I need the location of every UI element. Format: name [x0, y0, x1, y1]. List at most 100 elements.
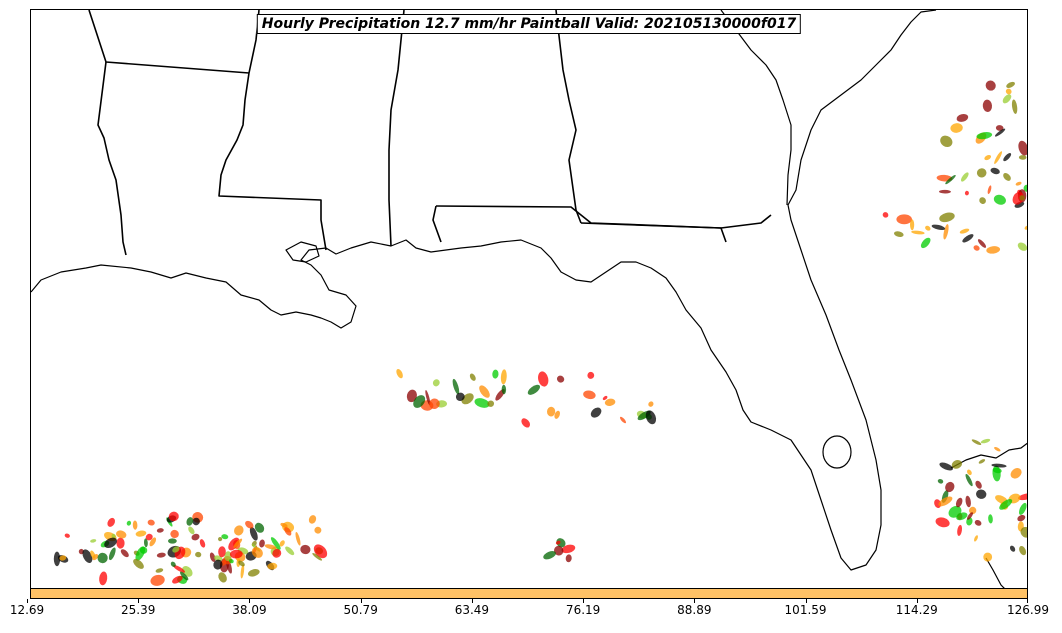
paintball-blob [429, 398, 440, 410]
paintball-blob [1012, 191, 1024, 205]
paintball-blob [939, 212, 955, 223]
paintball-blob [267, 562, 278, 570]
paintball-blob [249, 526, 258, 541]
paintball-blob [555, 540, 561, 545]
paintball-blob [999, 499, 1013, 510]
colorbar-tick-label: 63.49 [454, 603, 490, 617]
paintball-blob [172, 575, 183, 584]
paintball-blob [111, 533, 116, 539]
paintball-blob [973, 245, 980, 251]
paintball-blob [602, 395, 608, 401]
paintball-blob [939, 189, 951, 194]
paintball-blob [943, 224, 949, 240]
colorbar-tick-label: 76.19 [565, 603, 601, 617]
paintball-blob [432, 379, 440, 387]
state-border-ar-la [88, 10, 250, 74]
paintball-blob [1019, 545, 1027, 556]
paintball-blob [280, 522, 288, 528]
paintball-blob [186, 517, 194, 526]
paintball-blob [554, 545, 564, 556]
paintball-blob [1003, 172, 1011, 181]
paintball-blob [956, 113, 969, 122]
paintball-blob [251, 547, 263, 558]
colorbar-tick-label: 38.09 [232, 603, 267, 617]
paintball-blob [960, 172, 969, 182]
paintball-blob [116, 530, 127, 539]
paintball-blob [987, 185, 992, 195]
paintball-blob [228, 558, 234, 564]
paintball-blob [170, 529, 179, 539]
paintball-blob [116, 537, 125, 549]
paintball-blob [995, 125, 1004, 131]
paintball-blob [149, 537, 157, 547]
paintball-blob [945, 174, 956, 185]
paintball-blob [965, 473, 973, 487]
colorbar [30, 588, 1028, 599]
colorbar-tick-mark [916, 599, 918, 603]
paintball-blob [53, 551, 61, 567]
paintball-blob [396, 368, 403, 379]
colorbar-tick-labels: 12.69 25.39 38.09 50.79 63.49 76.19 88.89 101.5… [0, 603, 1062, 623]
paintball-blob [939, 462, 953, 471]
paintball-blob [221, 534, 229, 540]
paintball-blob [896, 214, 912, 225]
colorbar-tick-mark [360, 599, 362, 603]
paintball-blob [527, 384, 541, 395]
paintball-blob [156, 528, 164, 533]
paintball-blob [285, 546, 295, 556]
paintball-blob [1017, 242, 1027, 251]
paintball-blob [988, 514, 993, 524]
paintball-blob [982, 99, 993, 112]
colorbar-tick-mark [583, 599, 585, 603]
paintball-blob [179, 571, 189, 581]
paintball-blob [1011, 99, 1018, 114]
paintball-blob [976, 132, 993, 140]
paintball-blob [406, 389, 417, 403]
paintball-blob [984, 155, 992, 161]
paintball-blob [145, 533, 153, 541]
coastline [31, 10, 1027, 588]
paintball-blob [950, 123, 963, 133]
state-border-ga-fl [580, 214, 772, 229]
paintball-blob [974, 535, 978, 542]
paintball-blob [976, 489, 987, 499]
map-panel: Hourly Precipitation 12.7 mm/hr Paintbal… [30, 9, 1028, 589]
paintball-blob [245, 520, 254, 529]
paintball-blob [1009, 545, 1016, 552]
paintball-blob [168, 538, 177, 544]
paintball-blob [893, 231, 904, 237]
colorbar-tick-mark [138, 599, 140, 603]
colorbar-tick-mark [805, 599, 807, 603]
paintball-blob [992, 467, 1002, 474]
paintball-blob [957, 524, 963, 536]
paintball-blob [1003, 153, 1012, 162]
paintball-blob [994, 151, 1003, 164]
paintball-blob [931, 224, 946, 231]
paintball-blob [975, 480, 982, 489]
paintball-blob [147, 519, 155, 526]
coastline-gulf [31, 10, 937, 571]
paintball-blob [126, 520, 132, 526]
paintball-blob [1024, 225, 1027, 230]
paintball-blob [561, 544, 576, 554]
paintball-blobs [53, 80, 1027, 586]
paintball-blob [107, 517, 115, 527]
paintball-blob [150, 574, 165, 586]
paintball-blob [1018, 155, 1027, 160]
paintball-blob [90, 539, 97, 543]
paintball-blob [168, 511, 179, 522]
paintball-blob [538, 371, 549, 387]
paintball-blob [272, 548, 282, 558]
paintball-blob [1019, 195, 1025, 201]
paintball-blob [270, 537, 281, 550]
paintball-blob [1018, 493, 1027, 501]
paintball-blob [300, 544, 311, 555]
colorbar-tick-label: 114.29 [895, 603, 938, 617]
paintball-blob [604, 398, 616, 406]
paintball-blob [425, 390, 431, 406]
paintball-blob [90, 550, 96, 559]
paintball-blob [590, 407, 602, 418]
paintball-blob [156, 552, 166, 558]
paintball-blob [224, 551, 232, 562]
paintball-blob [217, 536, 223, 542]
